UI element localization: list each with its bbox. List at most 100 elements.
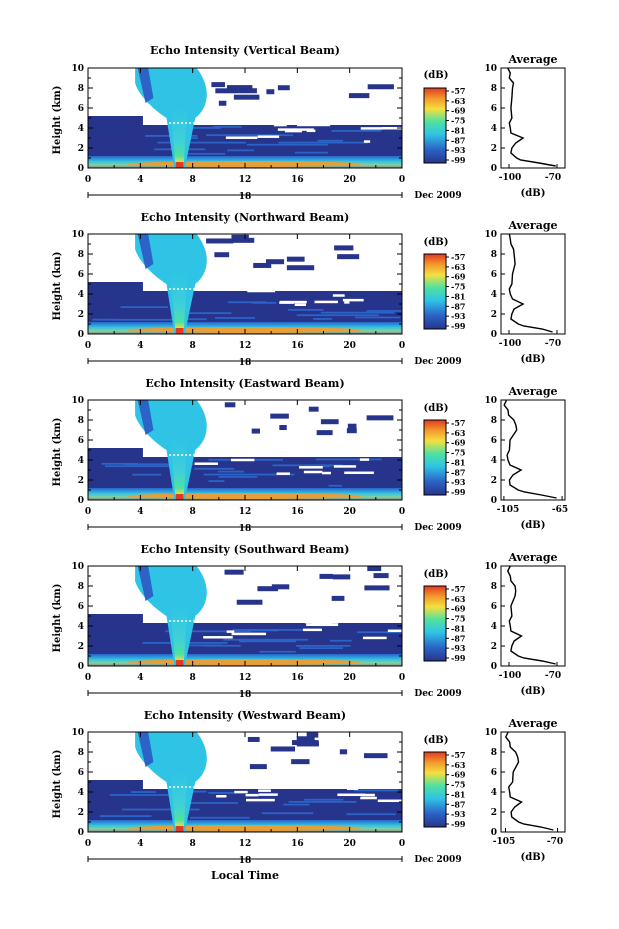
echo-gap: [297, 123, 331, 127]
y-tick-label: 0: [78, 828, 84, 838]
echo-gap: [276, 472, 290, 475]
echo-patch: [257, 586, 279, 592]
echo-gap: [223, 281, 249, 285]
heatmap-plot: 0 2 4 6 8 10 0 4 8 12 16 20 0: [71, 728, 405, 862]
echo-gap: [302, 628, 322, 632]
echo-gap: [304, 620, 339, 624]
echo-patch: [218, 100, 227, 106]
echo-patch: [337, 254, 360, 260]
echo-streak: [366, 310, 402, 312]
colorbar-tick-label: -69: [451, 272, 466, 282]
x-tick-label: 0: [399, 507, 405, 517]
average-unit: (dB): [521, 852, 546, 863]
y-tick-label: 4: [78, 124, 84, 134]
colorbar: -57-63-69-75-81-87-93-99: [423, 750, 466, 829]
echo-gap: [264, 610, 282, 614]
day-label: 18: [239, 856, 252, 866]
echo-gap: [293, 775, 331, 779]
echo-gap: [375, 450, 397, 454]
echo-streak: [294, 151, 328, 154]
echo-patch: [251, 428, 260, 434]
average-title: Average: [507, 219, 557, 232]
colorbar-tick-label: -63: [451, 262, 466, 272]
echo-gap: [306, 118, 330, 121]
echo-gap: [261, 445, 283, 448]
echo-streak: [317, 139, 343, 142]
echo-gap: [258, 789, 271, 792]
echo-gap: [207, 781, 217, 784]
colorbar-tick-label: -99: [451, 653, 466, 663]
echo-gap: [280, 614, 290, 618]
echo-patch: [332, 574, 351, 580]
average-profile-line: [507, 67, 556, 167]
plume-fringe: [137, 400, 154, 435]
y-tick-label: 6: [78, 104, 84, 114]
x-tick-label: 0: [399, 673, 405, 683]
y-tick-label: 10: [71, 64, 84, 74]
echo-gap: [374, 453, 393, 457]
colorbar-tick-label: -87: [451, 301, 465, 311]
average-unit: (dB): [521, 520, 546, 531]
y-tick-label: 8: [78, 416, 84, 426]
echo-gap: [225, 782, 240, 786]
colorbar-tick-label: -63: [451, 760, 466, 770]
echo-patch: [346, 428, 357, 434]
average-y-tick-label: 6: [491, 768, 497, 778]
echo-streak: [278, 141, 368, 144]
echo-streak: [202, 644, 241, 647]
echo-gap: [216, 795, 227, 798]
colorbar-tick-label: -87: [451, 135, 465, 145]
colorbar-tick-label: -81: [451, 125, 465, 135]
echo-streak: [110, 318, 179, 321]
echo-band-upper: [88, 448, 143, 457]
colorbar-gradient: [423, 87, 447, 164]
echo-gap: [360, 796, 377, 800]
colorbar-tick-label: -69: [451, 770, 466, 780]
echo-gap: [235, 286, 257, 289]
x-tick-label: 0: [399, 839, 405, 849]
average-tick-right: -70: [547, 837, 563, 847]
colorbar-tick-label: -75: [451, 448, 465, 458]
echo-streak: [272, 464, 343, 467]
echo-patch: [316, 430, 333, 436]
echo-streak: [355, 316, 401, 319]
x-tick-label: 8: [190, 507, 196, 517]
average-y-tick-label: 8: [491, 84, 497, 94]
colorbar-tick-label: -75: [451, 614, 465, 624]
echo-streak: [186, 312, 232, 315]
average-y-tick-label: 4: [491, 788, 497, 798]
echo-patch: [249, 764, 267, 770]
y-tick-label: 4: [78, 622, 84, 632]
average-tick-left: -105: [493, 837, 516, 847]
date-label: Dec 2009: [414, 689, 461, 699]
x-tick-label: 4: [137, 507, 143, 517]
average-profile-plot: 0 2 4 6 8 10: [484, 396, 566, 506]
colorbar-unit: (dB): [424, 70, 449, 81]
echo-band-lower: [88, 623, 402, 654]
x-tick-label: 20: [343, 341, 356, 351]
echo-gap: [337, 793, 365, 797]
echo-patch: [363, 753, 388, 759]
colorbar-tick-label: -57: [451, 86, 465, 96]
echo-gap: [381, 117, 402, 121]
colorbar-tick-label: -75: [451, 780, 465, 790]
echo-streak: [331, 130, 382, 132]
x-tick-label: 0: [85, 839, 91, 849]
x-tick-label: 12: [239, 175, 252, 185]
echo-gap: [331, 282, 355, 286]
x-tick-label: 8: [190, 175, 196, 185]
echo-gap: [270, 619, 288, 622]
echo-gap: [234, 790, 248, 794]
colorbar-tick-label: -69: [451, 106, 466, 116]
average-y-tick-label: 2: [491, 144, 497, 154]
colorbar-tick-label: -93: [451, 145, 466, 155]
echo-gap: [249, 281, 259, 284]
y-tick-label: 2: [78, 144, 84, 154]
y-tick-label: 0: [78, 496, 84, 506]
y-tick-label: 10: [71, 396, 84, 406]
echo-patch: [247, 736, 260, 742]
echo-gap: [220, 288, 253, 291]
echo-patch: [236, 599, 263, 605]
plume-fringe: [137, 68, 154, 103]
